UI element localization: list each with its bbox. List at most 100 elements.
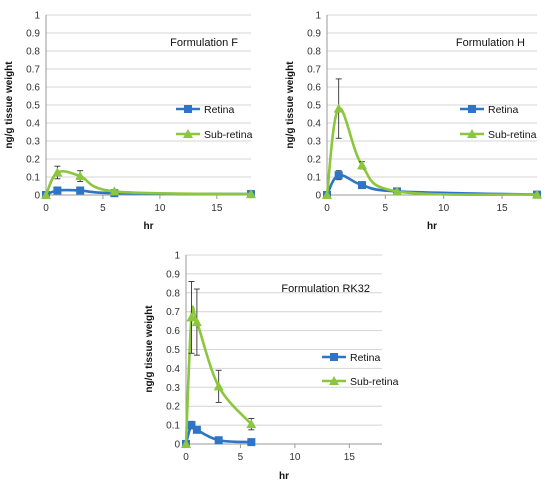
legend-item: Retina: [322, 352, 381, 364]
x-tick-label: 15: [496, 203, 508, 214]
legend-marker: [468, 105, 476, 113]
chart-title: Formulation F: [170, 37, 238, 49]
legend-marker: [183, 129, 193, 138]
legend-marker: [184, 105, 192, 113]
data-point: [187, 421, 196, 430]
chart-panel-3: 00.10.20.30.40.50.60.70.80.910 5 10 15hrng/…: [144, 251, 399, 483]
y-tick-label: 0.3: [307, 137, 321, 148]
x-axis-title: hr: [279, 471, 289, 482]
data-point: [322, 190, 332, 199]
legend-item: Sub-retina: [460, 129, 537, 141]
data-point: [109, 186, 120, 196]
chart-title: Formulation H: [456, 37, 525, 49]
data-point: [181, 439, 191, 448]
y-tick-label: 0.1: [26, 173, 40, 184]
data-point: [41, 190, 51, 199]
data-point: [75, 171, 86, 181]
x-tick-label: 5: [100, 203, 106, 214]
chart-title: Formulation RK32: [281, 283, 370, 295]
legend-item: Sub-retina: [176, 129, 253, 141]
y-tick-label: 0.6: [307, 83, 321, 94]
y-tick-label: 0.4: [26, 119, 40, 130]
y-tick-label: 0.9: [26, 29, 40, 40]
y-tick-label: 0.7: [166, 307, 180, 318]
y-tick-label: 1: [34, 11, 40, 22]
y-tick-label: 0.8: [307, 47, 321, 58]
x-axis-title: hr: [427, 221, 437, 232]
x-tick-label: 0: [324, 203, 330, 214]
y-axis-title: ng/g tissue weight: [144, 305, 155, 393]
y-axis-title: ng/g tissue weight: [285, 61, 296, 149]
data-point: [186, 312, 197, 322]
y-tick-label: 1: [174, 251, 180, 262]
y-tick-label: 0.2: [26, 155, 40, 166]
legend-label: Sub-retina: [204, 129, 253, 141]
series-sub-retina: [181, 281, 257, 448]
y-tick-label: 0.6: [166, 326, 180, 337]
y-tick-label: 0.5: [26, 101, 40, 112]
x-tick-label: 15: [211, 203, 223, 214]
series-sub-retina: [322, 78, 542, 199]
y-tick-label: 0.6: [26, 83, 40, 94]
data-point: [246, 189, 256, 199]
legend-marker: [467, 129, 477, 138]
y-tick-label: 0.4: [307, 119, 321, 130]
y-tick-label: 0: [315, 191, 321, 202]
data-point: [334, 171, 343, 180]
y-tick-label: 0.1: [166, 421, 180, 432]
y-tick-label: 0.8: [26, 47, 40, 58]
series-sub-retina: [41, 165, 256, 199]
y-tick-label: 0.9: [307, 29, 321, 40]
x-tick-label: 0: [183, 452, 189, 463]
y-tick-label: 0.2: [307, 155, 321, 166]
data-point: [532, 189, 542, 199]
x-axis-title: hr: [144, 221, 154, 232]
y-tick-label: 0.5: [307, 101, 321, 112]
y-tick-label: 0.2: [166, 402, 180, 413]
y-tick-label: 0.4: [166, 364, 180, 375]
x-tick-label: 0: [43, 203, 49, 214]
legend-label: Retina: [488, 104, 519, 116]
y-tick-label: 0.3: [166, 383, 180, 394]
legend-label: Sub-retina: [350, 376, 399, 388]
chart-panel-1: 00.10.20.30.40.50.60.70.80.910 5 10 15hrng/…: [4, 11, 256, 232]
data-point: [246, 419, 257, 429]
x-tick-label: 15: [344, 452, 356, 463]
y-tick-label: 1: [315, 11, 321, 22]
data-point: [247, 438, 256, 447]
legend-label: Retina: [204, 104, 235, 116]
x-tick-label: 10: [289, 452, 301, 463]
x-tick-label: 10: [438, 203, 450, 214]
data-point: [392, 186, 402, 196]
x-tick-label: 10: [154, 203, 166, 214]
y-tick-label: 0.7: [307, 65, 321, 76]
legend-label: Retina: [350, 352, 381, 364]
y-tick-label: 0: [34, 191, 40, 202]
chart-panel-2: 00.10.20.30.40.50.60.70.80.910 5 10 15hrng/…: [285, 11, 542, 232]
legend-marker: [330, 353, 338, 361]
legend-marker: [329, 376, 339, 385]
data-point: [192, 425, 201, 434]
y-tick-label: 0.3: [26, 137, 40, 148]
data-point: [213, 381, 224, 391]
y-tick-label: 0.8: [166, 288, 180, 299]
legend-label: Sub-retina: [488, 129, 537, 141]
legend-item: Retina: [176, 104, 235, 116]
data-point: [52, 167, 63, 177]
data-point: [333, 103, 344, 113]
y-tick-label: 0.1: [307, 173, 321, 184]
y-tick-label: 0.5: [166, 345, 180, 356]
y-axis-title: ng/g tissue weight: [4, 61, 15, 149]
x-tick-label: 5: [238, 452, 244, 463]
legend-item: Retina: [460, 104, 519, 116]
data-point: [191, 317, 202, 327]
legend-item: Sub-retina: [322, 376, 399, 388]
data-point: [53, 186, 62, 195]
x-tick-label: 5: [383, 203, 389, 214]
y-tick-label: 0.7: [26, 65, 40, 76]
data-point: [357, 160, 367, 170]
y-tick-label: 0: [174, 440, 180, 451]
y-tick-label: 0.9: [166, 269, 180, 280]
data-point: [214, 436, 223, 445]
data-point: [76, 186, 85, 195]
